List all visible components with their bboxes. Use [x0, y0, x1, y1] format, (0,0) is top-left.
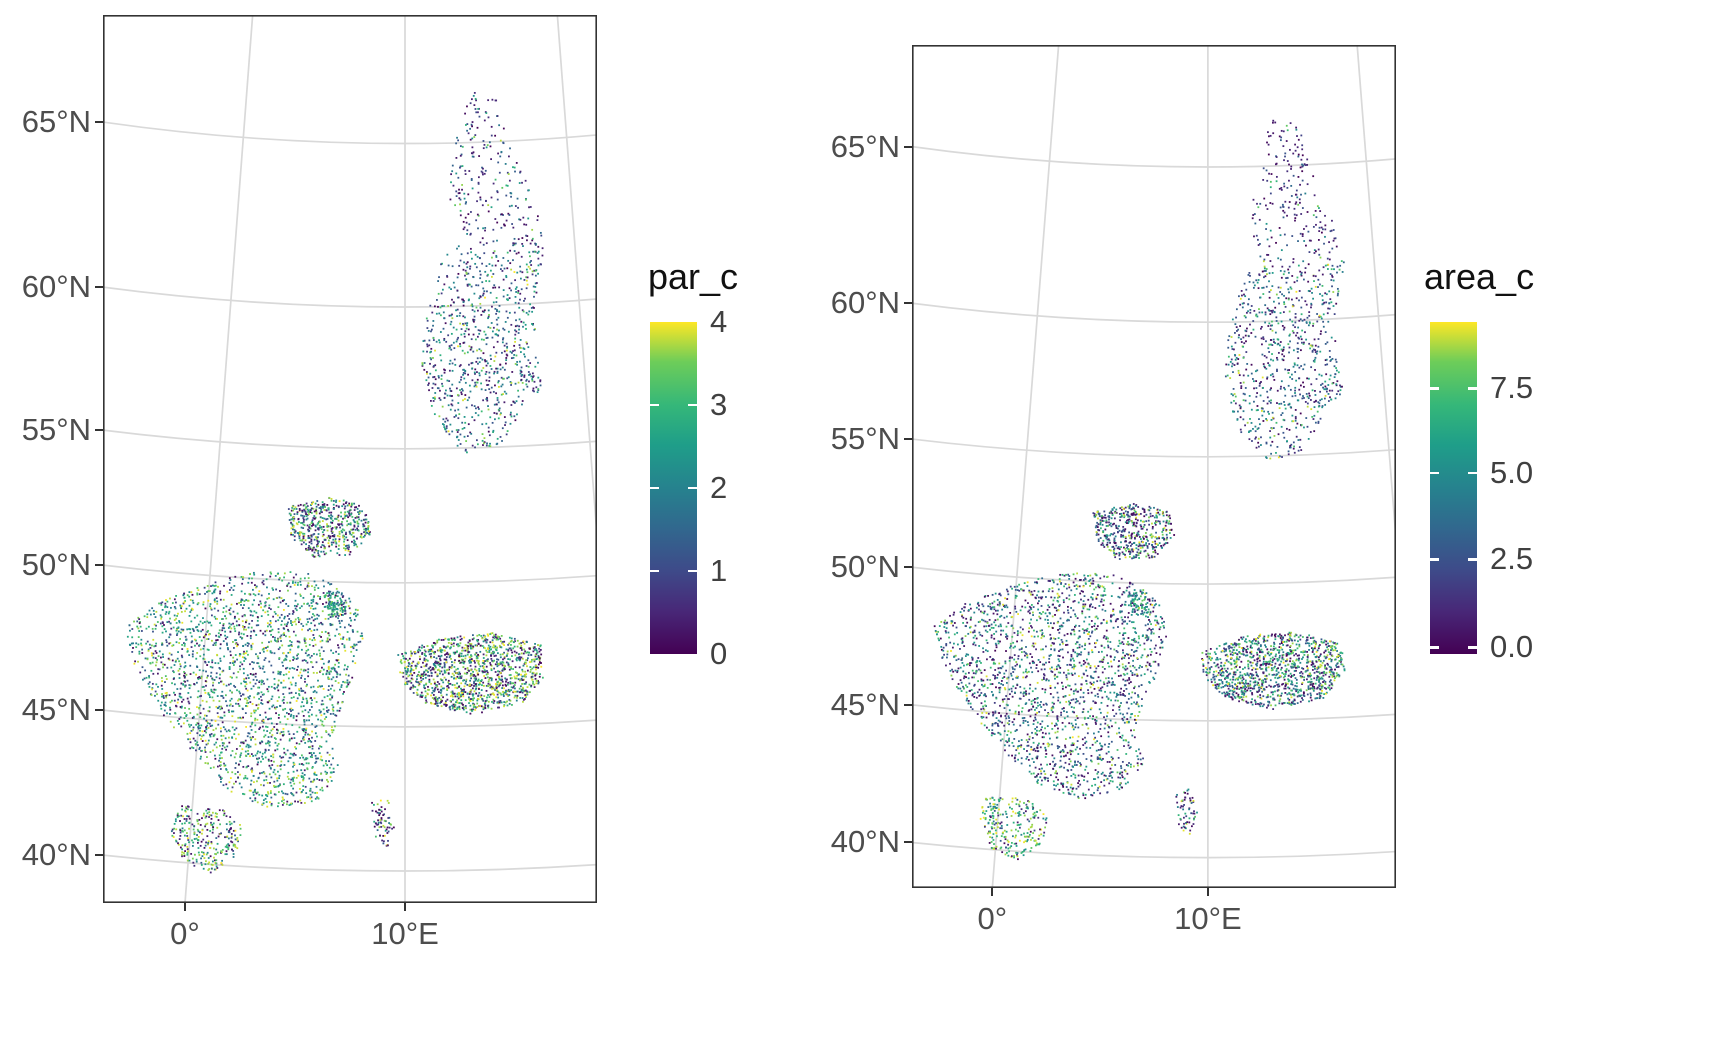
y-axis-tick-mark	[904, 437, 912, 440]
legend-tick-mark	[1468, 558, 1477, 561]
map-canvas-left	[103, 15, 597, 903]
legend-tick-label: 5.0	[1490, 455, 1534, 491]
y-axis-tick-label: 55°N	[830, 420, 900, 456]
legend-tick-label: 0.0	[1490, 629, 1534, 665]
legend-tick-label: 0	[710, 636, 728, 671]
legend-tick-mark	[650, 403, 659, 407]
y-axis-tick-label: 55°N	[21, 412, 91, 447]
y-axis-tick-mark	[95, 286, 103, 288]
legend-tick-mark	[650, 486, 659, 490]
map-panel-left	[103, 15, 597, 903]
y-axis-tick-label: 45°N	[830, 686, 900, 722]
legend-tick-mark	[1430, 471, 1439, 475]
y-axis-tick-mark	[904, 145, 912, 148]
y-axis-tick-mark	[95, 709, 103, 711]
y-axis-tick-mark	[904, 566, 912, 569]
legend-tick-mark	[688, 486, 697, 490]
y-axis-tick-mark	[904, 302, 912, 305]
legend-tick-mark	[1430, 558, 1439, 561]
x-axis-tick-mark	[404, 903, 406, 911]
x-axis-tick-label: 0°	[170, 916, 200, 951]
legend-title-area-c: area_c	[1424, 256, 1535, 297]
x-axis-tick-label: 10°E	[1174, 901, 1242, 936]
x-axis-tick-label: 0°	[977, 901, 1008, 936]
legend-colorbar-area-c	[1430, 322, 1477, 654]
y-axis-tick-label: 60°N	[830, 285, 900, 321]
legend-tick-mark	[688, 569, 697, 573]
y-axis-tick-label: 50°N	[830, 549, 900, 585]
x-axis-tick-mark	[184, 903, 186, 911]
x-axis-tick-label: 10°E	[371, 916, 439, 951]
y-axis-tick-label: 40°N	[830, 824, 900, 860]
legend-tick-mark	[1468, 646, 1477, 649]
y-axis-tick-label: 45°N	[21, 692, 91, 727]
legend-tick-label: 7.5	[1490, 370, 1534, 406]
legend-tick-mark	[1468, 471, 1477, 475]
legend-tick-label: 4	[710, 304, 728, 339]
legend-tick-label: 1	[710, 553, 728, 588]
map-panel-right	[912, 45, 1396, 888]
legend-tick-label: 2.5	[1490, 541, 1534, 577]
legend-area-c: area_c 7.5 5.0 2.5 0.0	[1424, 256, 1614, 686]
y-axis-tick-mark	[95, 121, 103, 123]
legend-par-c: par_c 4 3 2 1 0	[648, 256, 838, 686]
y-axis-tick-label: 60°N	[21, 269, 91, 304]
legend-tick-mark	[1430, 387, 1439, 390]
x-axis-tick-mark	[991, 888, 994, 896]
legend-tick-mark	[1468, 387, 1477, 390]
y-axis-tick-label: 50°N	[21, 547, 91, 582]
y-axis-tick-mark	[95, 564, 103, 566]
legend-tick-mark	[1430, 646, 1439, 649]
legend-tick-mark	[688, 403, 697, 407]
y-axis-tick-mark	[904, 703, 912, 706]
legend-tick-label: 2	[710, 470, 728, 505]
y-axis-tick-mark	[95, 429, 103, 431]
y-axis-tick-mark	[95, 854, 103, 856]
map-canvas-right	[912, 45, 1396, 888]
y-axis-tick-label: 40°N	[21, 837, 91, 872]
legend-title-par-c: par_c	[648, 256, 739, 297]
legend-tick-label: 3	[710, 387, 728, 422]
y-axis-tick-label: 65°N	[830, 128, 900, 164]
legend-tick-mark	[650, 569, 659, 573]
y-axis-tick-label: 65°N	[21, 104, 91, 139]
y-axis-tick-mark	[904, 841, 912, 844]
x-axis-tick-mark	[1206, 888, 1209, 896]
